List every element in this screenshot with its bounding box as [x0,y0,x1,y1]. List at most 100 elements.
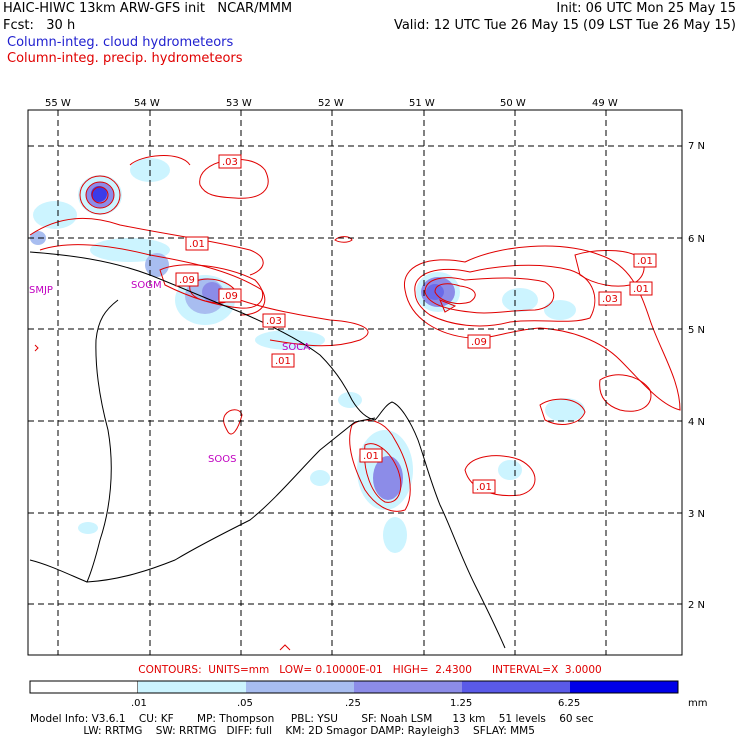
forecast-hour: Fcst: 30 h [3,18,76,33]
precip-contour [239,299,369,347]
cloud-shade [310,470,330,486]
contour-label: .01 [185,236,209,251]
map-frame [27,109,683,656]
svg-text:.01: .01 [189,239,205,250]
svg-text:.09: .09 [471,337,487,348]
svg-text:.01: .01 [275,356,291,367]
precip-contour [334,236,353,243]
station-label: SMJP [29,285,53,296]
coastline [29,251,506,649]
cloud-shade [544,300,576,320]
precip-contour [34,344,39,352]
field-label-cloud: Column-integ. cloud hydrometeors [7,35,234,50]
contour-label: .09 [467,334,491,349]
cloud-shade [91,186,107,202]
colorbar-segment [354,681,462,693]
precip-contour [439,299,457,313]
precip-contour [424,277,555,314]
tick-marks [57,110,682,605]
precip-contour [39,244,266,316]
precip-contour [349,419,411,512]
contour-label: .03 [218,154,242,169]
colorbar-label: .25 [345,698,361,709]
precip-contour [159,264,264,309]
cloud-shade [545,398,585,422]
lat-label: 7 N [688,141,705,152]
precip-contour [363,443,402,503]
precip-contour [434,283,476,305]
contour-label: .09 [218,288,242,303]
contour-label: .01 [633,253,657,268]
cloud-shade [78,522,98,534]
valid-time: Valid: 12 UTC Tue 26 May 15 (09 LST Tue … [393,18,736,33]
colorbar-label: .01 [131,698,147,709]
lat-label: 2 N [688,600,705,611]
contour-label: .01 [472,479,496,494]
svg-text:.01: .01 [637,256,653,267]
station-label: SOOS [208,454,236,465]
lat-label: 4 N [688,417,705,428]
cloud-shade [502,288,538,312]
station-label: SOGM [131,280,162,291]
contour-info: CONTOURS: UNITS=mm LOW= 0.10000E-01 HIGH… [138,664,602,676]
colorbar-segment [138,681,246,693]
precip-contour [539,398,586,425]
precip-contour [404,245,681,411]
precip-contour [91,186,109,204]
colorbar-segment [246,681,354,693]
lon-label: 55 W [45,98,71,109]
cloud-shade [373,456,403,500]
cloud-shading [30,158,585,553]
colorbar: .01 .05 .25 1.25 6.25 mm [29,680,707,709]
colorbar-segment [29,680,139,694]
plot-title: HAIC-HIWC 13km ARW-GFS init NCAR/MMM [3,1,293,16]
contour-label: .01 [359,448,383,463]
model-info-line1: Model Info: V3.6.1 CU: KF MP: Thompson P… [30,713,594,725]
svg-text:.09: .09 [179,275,195,286]
precip-contour [129,155,191,166]
border-line [86,299,376,583]
contour-label: .01 [271,353,295,368]
border-line [29,559,88,583]
station-label: SOCA [282,342,310,353]
svg-text:.03: .03 [266,316,282,327]
station-labels: SMJP SOGM SOCA SOOS [29,280,310,465]
svg-text:.09: .09 [222,291,238,302]
cloud-shade [498,460,522,480]
latitude-labels: 7 N 6 N 5 N 4 N 3 N 2 N [688,141,705,611]
colorbar-segment [570,681,678,693]
precip-contour [199,158,269,199]
field-label-precip: Column-integ. precip. hydrometeors [7,51,243,66]
cloud-shade [338,392,362,408]
contour-label: .09 [175,272,199,287]
contour-label: .03 [262,313,286,328]
colorbar-label: 1.25 [450,698,472,709]
cloud-shade [383,517,407,553]
svg-text:.03: .03 [222,157,238,168]
lon-label: 54 W [134,98,160,109]
cloud-shade [145,253,169,277]
svg-text:.01: .01 [633,284,649,295]
precip-contour [79,175,121,215]
precip-contour [223,409,243,435]
lat-lon-grid [28,110,682,655]
precip-contour [414,264,596,327]
longitude-labels: 55 W 54 W 53 W 52 W 51 W 50 W 49 W [45,98,618,109]
lon-label: 52 W [318,98,344,109]
contour-labels: .03 .01 .09 .09 .03 .01 .01 .01 .03 .09 … [175,154,657,494]
lon-label: 51 W [409,98,435,109]
contour-label: .03 [598,291,622,306]
cloud-shade [202,282,222,302]
colorbar-unit: mm [688,698,707,709]
lon-label: 53 W [226,98,252,109]
colorbar-segment [462,681,570,693]
lat-label: 3 N [688,509,705,520]
colorbar-label: 6.25 [558,698,580,709]
model-info-line2: LW: RRTMG SW: RRTMG DIFF: full KM: 2D Sm… [30,725,535,737]
svg-text:.03: .03 [602,294,618,305]
svg-text:.01: .01 [476,482,492,493]
lat-label: 6 N [688,234,705,245]
precip-contour [85,181,115,209]
colorbar-label: .05 [237,698,253,709]
